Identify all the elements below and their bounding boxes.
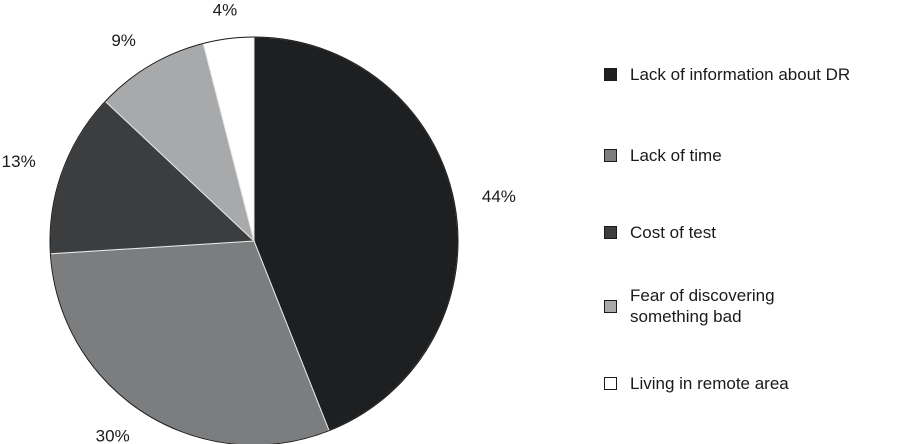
legend-item-lack-of-time: Lack of time: [604, 145, 722, 166]
legend-label: Cost of test: [630, 223, 716, 242]
pie-percent-label: 9%: [111, 31, 136, 50]
legend-swatch: [604, 377, 617, 390]
pie-percent-label: 44%: [482, 187, 516, 206]
legend-label: Lack of information about DR: [630, 65, 851, 84]
legend-label: Lack of time: [630, 146, 722, 165]
pie-slices: [49, 36, 459, 444]
legend-item-fear-of-discovering: Fear of discovering something bad: [604, 285, 775, 327]
pie-percent-label: 30%: [96, 426, 130, 444]
pie-percent-labels: 44% 30% 13% 9% 4%: [2, 0, 516, 444]
legend-swatch: [604, 226, 617, 239]
legend-swatch: [604, 149, 617, 162]
legend-swatch: [604, 299, 617, 313]
legend-item-cost-of-test: Cost of test: [604, 222, 716, 243]
legend-item-living-in-remote-area: Living in remote area: [604, 373, 789, 394]
legend-swatch: [604, 68, 617, 81]
legend-label: Living in remote area: [630, 374, 789, 393]
legend-label: Fear of discovering something bad: [630, 286, 775, 326]
legend-item-lack-of-information: Lack of information about DR: [604, 64, 850, 85]
pie-outline: [49, 36, 459, 444]
pie-percent-label: 4%: [213, 0, 238, 19]
pie-percent-label: 13%: [2, 152, 36, 171]
